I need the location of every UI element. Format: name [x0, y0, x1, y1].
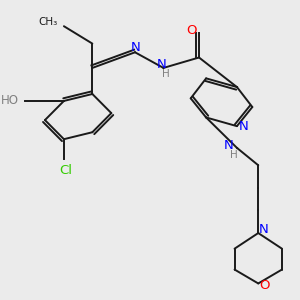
Text: N: N: [131, 41, 141, 54]
Text: N: N: [224, 140, 233, 152]
Text: N: N: [259, 223, 269, 236]
Text: N: N: [157, 58, 166, 70]
Text: N: N: [239, 120, 249, 133]
Text: HO: HO: [1, 94, 19, 107]
Text: O: O: [186, 24, 196, 37]
Text: O: O: [259, 279, 269, 292]
Text: H: H: [230, 150, 238, 160]
Text: H: H: [161, 69, 169, 79]
Text: CH₃: CH₃: [39, 17, 58, 27]
Text: Cl: Cl: [59, 164, 72, 177]
